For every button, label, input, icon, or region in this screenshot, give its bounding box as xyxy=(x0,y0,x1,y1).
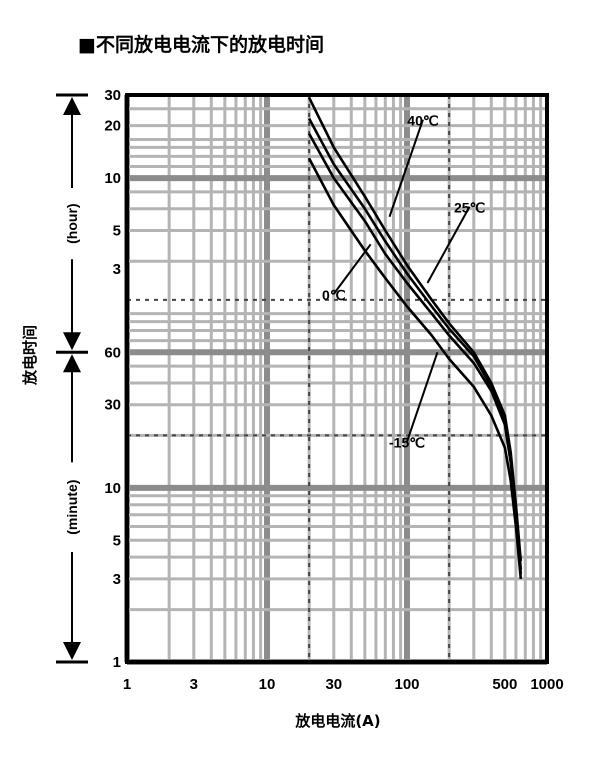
x-tick-label: 30 xyxy=(325,676,342,693)
label-pointer xyxy=(332,243,372,295)
x-tick-label: 100 xyxy=(394,676,419,693)
y-tick-label: 30 xyxy=(104,397,121,414)
x-tick-label: 10 xyxy=(259,676,276,693)
y-tick-label: 1 xyxy=(113,654,121,671)
series-label: -15℃ xyxy=(389,435,425,451)
y-tick-label: 20 xyxy=(104,118,121,135)
y-tick-label: 3 xyxy=(113,261,121,278)
plot-frame xyxy=(125,93,549,664)
arrow-up xyxy=(63,97,81,115)
label-pointer xyxy=(426,206,471,284)
arrow-down xyxy=(63,642,81,660)
x-axis-title: 放电电流(A) xyxy=(294,712,380,730)
series-label: 0℃ xyxy=(322,287,346,303)
series-line-0℃ xyxy=(307,132,523,575)
series-label: 25℃ xyxy=(454,200,486,216)
dashed-reference-lines xyxy=(127,95,547,662)
chart-title: ■不同放电电流下的放电时间 xyxy=(78,34,324,56)
arrow-down xyxy=(63,332,81,351)
y-tick-label: 30 xyxy=(104,87,121,104)
y-tick-label: 3 xyxy=(113,571,121,588)
x-tick-label: 3 xyxy=(190,676,198,693)
y-tick-label: 10 xyxy=(104,480,121,497)
x-tick-label: 1000 xyxy=(530,676,563,693)
series-labels: 40℃ 25℃ 0℃ -15℃ xyxy=(322,113,485,451)
y-axis-title: 放电时间 xyxy=(21,325,39,386)
y-tick-label: 5 xyxy=(113,532,121,549)
label-pointer xyxy=(388,119,424,218)
x-tick-label: 1 xyxy=(123,676,131,693)
x-tick-label: 500 xyxy=(492,676,517,693)
x-tick-labels: 1 3 10 30 100 500 1000 xyxy=(123,676,564,693)
y-unit-label: (hour) xyxy=(64,203,80,243)
label-pointer xyxy=(406,351,439,443)
series-lines xyxy=(307,97,523,580)
series-label: 40℃ xyxy=(407,113,439,129)
y-tick-label: 60 xyxy=(104,344,121,361)
y-tick-label: 5 xyxy=(113,223,121,240)
arrow-up xyxy=(63,354,81,373)
y-unit-label: (minute) xyxy=(64,480,80,535)
y-tick-label: 10 xyxy=(104,170,121,187)
y-axis-range-markers: (hour) (minute) xyxy=(56,93,88,664)
